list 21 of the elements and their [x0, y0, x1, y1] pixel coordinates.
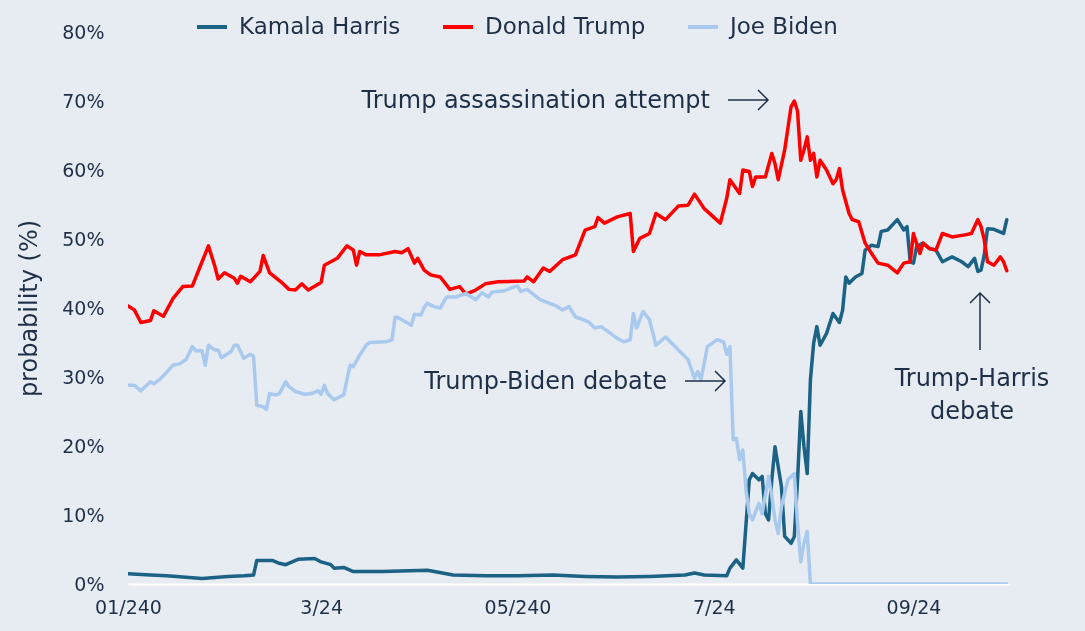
annotation: Trump-Harris debate: [893, 364, 1050, 425]
x-tick-label: 05/240: [484, 595, 552, 618]
x-tick-label: 7/24: [693, 595, 736, 618]
x-tick-label: 3/24: [300, 595, 343, 618]
legend-label: Kamala Harris: [239, 13, 401, 39]
y-tick-label: 60%: [62, 158, 105, 181]
annotation: Trump-Biden debate: [423, 367, 667, 395]
y-tick-label: 30%: [62, 365, 105, 388]
y-tick-label: 10%: [62, 503, 105, 526]
y-tick-label: 20%: [62, 434, 105, 457]
y-tick-label: 70%: [62, 89, 105, 112]
y-tick-label: 0%: [74, 572, 105, 595]
x-tick-label: 09/24: [886, 595, 942, 618]
x-tick-label: 01/240: [95, 595, 162, 618]
legend-label: Donald Trump: [485, 13, 646, 39]
y-tick-label: 40%: [62, 296, 105, 319]
legend-label: Joe Biden: [728, 13, 838, 39]
y-tick-label: 80%: [62, 20, 105, 43]
y-axis-title: probability (%): [15, 219, 44, 398]
annotation: Trump assassination attempt: [360, 86, 710, 114]
y-tick-label: 50%: [62, 227, 105, 250]
